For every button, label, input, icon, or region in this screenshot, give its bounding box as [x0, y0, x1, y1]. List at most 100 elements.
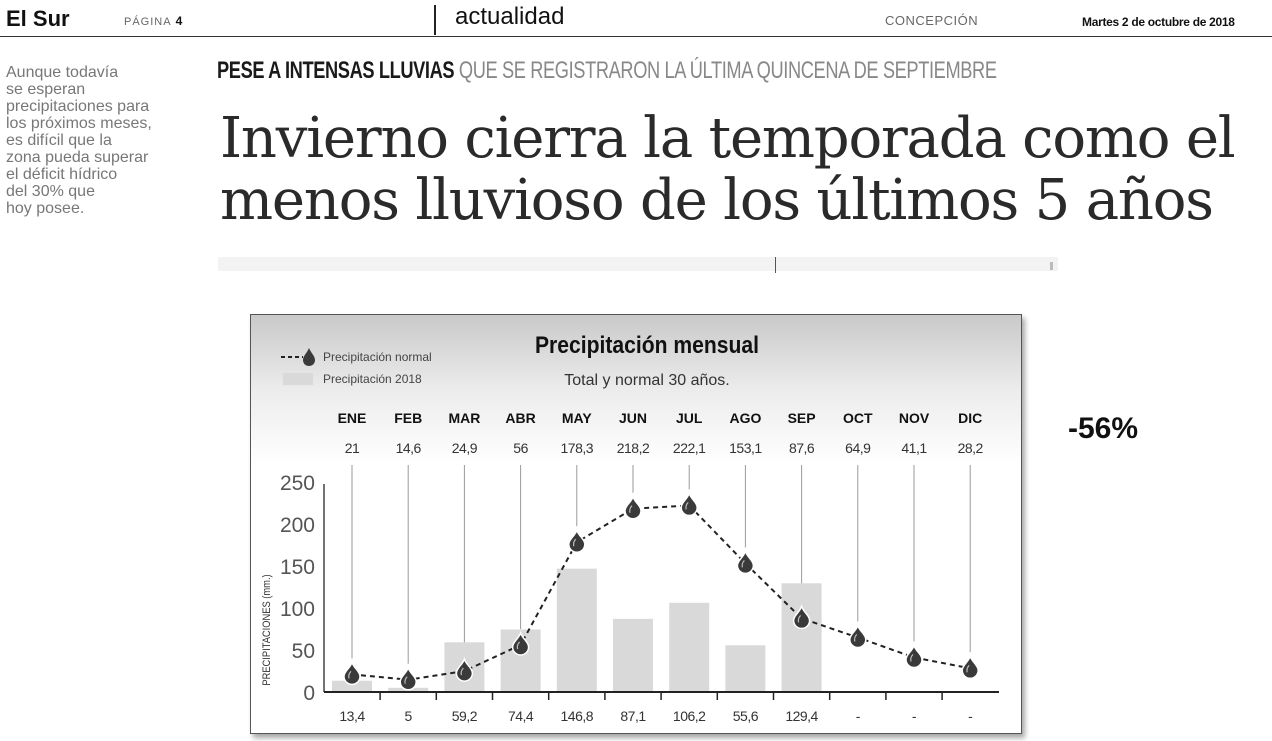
- normal-value-label: 218,2: [617, 440, 650, 456]
- month-labels: ENE FEB MAR ABR MAY JUN JUL AGO SEP OCT NOV DIC: [338, 410, 983, 426]
- drop-highlight: [966, 664, 970, 673]
- normal-value-label: 222,1: [673, 440, 706, 456]
- normal-value-label: 178,3: [561, 440, 594, 456]
- bars-2018: [332, 568, 822, 692]
- normal-series-line: [351, 504, 971, 681]
- legend-bar-swatch: [283, 373, 313, 385]
- drop-highlight: [853, 634, 858, 642]
- bar-value-label: -: [912, 708, 917, 724]
- bar-value-label: 129,4: [785, 708, 818, 724]
- issue-date: Martes 2 de octubre de 2018: [1082, 15, 1235, 29]
- bar-value-label: 5: [405, 708, 413, 724]
- normal-drop-point: [455, 656, 474, 682]
- chart-subtitle: Total y normal 30 años.: [564, 372, 729, 389]
- normal-value-label: 56: [513, 440, 528, 456]
- bar-2018: [669, 602, 710, 692]
- drop-highlight: [910, 654, 914, 662]
- drop-highlight: [516, 641, 521, 650]
- legend-label-normal: Precipitación normal: [323, 350, 432, 364]
- y-tick-label: 150: [280, 556, 315, 579]
- y-tick-label: 250: [280, 472, 315, 495]
- bar-2018: [781, 583, 822, 692]
- kicker-light: QUE SE REGISTRARON LA ÚLTIMA QUINCENA DE…: [458, 57, 997, 84]
- byline-divider: [775, 257, 776, 273]
- masthead-logo: El Sur: [6, 6, 70, 31]
- month-label: ABR: [505, 410, 535, 426]
- bar-value-label: -: [856, 708, 861, 724]
- kicker-strong: PESE A INTENSAS LLUVIAS: [217, 57, 455, 84]
- drop-highlight: [572, 538, 577, 547]
- month-label: OCT: [843, 410, 873, 426]
- normal-drop-point: [343, 659, 361, 686]
- normal-drop-point: [792, 604, 811, 630]
- normal-drop-point: [961, 653, 979, 680]
- normal-value-labels: 21 14,6 24,9 56 178,3 218,2 222,1 153,1 87,6 64,9…: [345, 440, 984, 456]
- drop-highlight: [404, 676, 408, 684]
- bar-value-label: 55,6: [733, 708, 759, 724]
- month-label: NOV: [899, 410, 930, 426]
- lede-paragraph: Aunque todavía se esperan precipitacione…: [6, 64, 152, 217]
- bar-value-label: 13,4: [339, 708, 365, 724]
- normal-drop-point: [680, 491, 698, 517]
- month-label: MAY: [562, 410, 592, 426]
- drop-highlight: [797, 614, 802, 623]
- y-axis-label: PRECIPITACIONES (mm.): [261, 574, 273, 685]
- bar-2018: [332, 680, 372, 692]
- normal-value-label: 153,1: [729, 440, 762, 456]
- headline: Invierno cierra la temporada como el men…: [220, 106, 1236, 233]
- month-label: FEB: [394, 410, 422, 426]
- month-label: MAR: [448, 410, 480, 426]
- month-label: AGO: [729, 410, 761, 426]
- month-label: SEP: [788, 410, 816, 426]
- y-axis-ticks: 0 50 100 150 200 250: [280, 472, 325, 705]
- normal-drop-point: [399, 665, 417, 691]
- page-indicator: PÁGINA 4: [124, 14, 183, 28]
- legend-drop-icon: [303, 348, 315, 366]
- city-label: CONCEPCIÓN: [885, 13, 979, 28]
- chart-title: Precipitación mensual: [535, 332, 759, 359]
- page-number: 4: [175, 14, 184, 28]
- normal-drop-point: [736, 549, 755, 575]
- drop-highlight: [629, 505, 633, 513]
- month-label: DIC: [958, 410, 982, 426]
- bar-2018: [613, 618, 653, 692]
- deficit-percentage: -56%: [1068, 412, 1139, 445]
- normal-drop-point: [849, 623, 867, 649]
- chart-canvas: Precipitación normal Precipitación 2018 …: [251, 315, 1021, 733]
- bar-value-label: 146,8: [561, 708, 594, 724]
- normal-drop-point: [624, 494, 642, 520]
- normal-drop-point: [511, 630, 530, 656]
- byline-mark: [1050, 262, 1053, 270]
- drop-highlight: [685, 502, 689, 510]
- y-tick-label: 200: [280, 514, 315, 537]
- header-rule: [0, 36, 1272, 37]
- bar-2018: [556, 568, 597, 692]
- month-guide-lines: [351, 465, 971, 664]
- normal-drop-point: [905, 643, 923, 669]
- y-tick-label: 50: [292, 640, 315, 663]
- bar-value-label: 106,2: [673, 708, 706, 724]
- bar-value-label: 59,2: [452, 708, 478, 724]
- normal-value-label: 41,1: [901, 440, 927, 456]
- normal-line: [343, 491, 979, 691]
- chart-background: [251, 315, 1021, 465]
- bar-value-label: 74,4: [508, 708, 534, 724]
- bar-value-label: 87,1: [620, 708, 646, 724]
- normal-value-label: 28,2: [958, 440, 984, 456]
- y-tick-label: 0: [303, 682, 315, 705]
- page-label: PÁGINA: [124, 16, 172, 28]
- legend-label-2018: Precipitación 2018: [323, 372, 422, 386]
- drop-highlight: [348, 670, 352, 679]
- normal-value-label: 14,6: [396, 440, 422, 456]
- bar-value-labels: 13,4 5 59,2 74,4 146,8 87,1 106,2 55,6 129,4 - - -: [339, 708, 973, 724]
- month-label: JUN: [619, 410, 647, 426]
- normal-value-label: 64,9: [845, 440, 871, 456]
- month-label: JUL: [676, 410, 703, 426]
- y-tick-label: 100: [280, 598, 315, 621]
- normal-value-label: 87,6: [789, 440, 815, 456]
- drop-highlight: [741, 559, 745, 568]
- x-axis: [324, 691, 999, 700]
- section-name: actualidad: [455, 3, 565, 30]
- normal-value-label: 24,9: [452, 440, 478, 456]
- month-label: ENE: [338, 410, 367, 426]
